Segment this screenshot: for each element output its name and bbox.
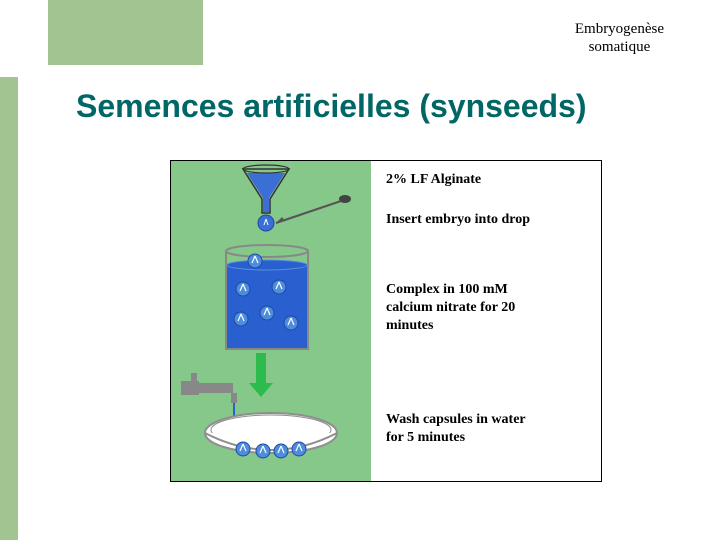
label-complex: Complex in 100 mM calcium nitrate for 20… <box>386 281 515 336</box>
label-complex-l2: calcium nitrate for 20 <box>386 299 515 317</box>
header-line2: somatique <box>575 38 664 56</box>
label-wash: Wash capsules in water for 5 minutes <box>386 411 526 447</box>
label-wash-l2: for 5 minutes <box>386 429 526 447</box>
label-alginate: 2% LF Alginate <box>386 171 481 189</box>
header-line1: Embryogenèse <box>575 20 664 38</box>
header-subtitle: Embryogenèse somatique <box>575 20 664 56</box>
side-accent-block <box>0 77 18 540</box>
label-wash-l1: Wash capsules in water <box>386 411 526 429</box>
label-complex-l3: minutes <box>386 317 515 335</box>
header-accent-block <box>48 0 203 65</box>
label-insert: Insert embryo into drop <box>386 211 530 229</box>
page-title: Semences artificielles (synseeds) <box>76 88 587 125</box>
label-complex-l1: Complex in 100 mM <box>386 281 515 299</box>
synseed-process-svg <box>171 161 371 481</box>
diagram-container: 2% LF Alginate Insert embryo into drop C… <box>170 160 602 482</box>
diagram-green-panel <box>171 161 371 481</box>
